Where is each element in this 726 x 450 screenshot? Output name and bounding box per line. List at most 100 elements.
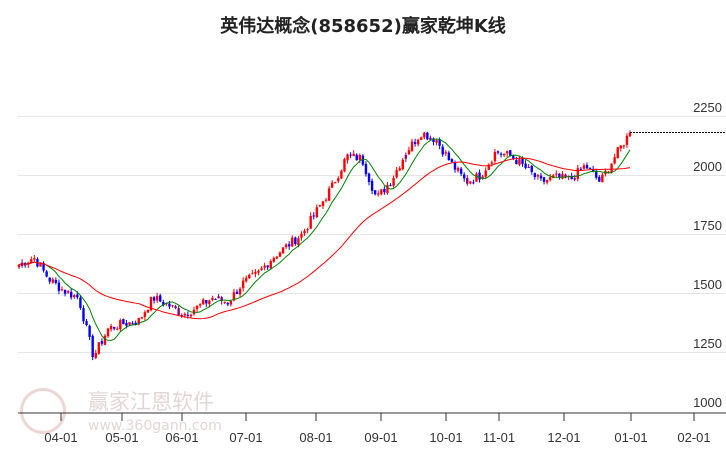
candle-body bbox=[536, 175, 540, 177]
candle-body bbox=[389, 185, 392, 187]
candle-body bbox=[73, 295, 76, 297]
candle-body bbox=[76, 294, 79, 298]
candle-body bbox=[588, 167, 592, 169]
candle-body bbox=[386, 184, 389, 194]
candle-body bbox=[527, 166, 530, 168]
candle-body bbox=[116, 328, 119, 330]
x-tick-label: 06-01 bbox=[165, 430, 198, 445]
candle-body bbox=[509, 150, 512, 156]
candle-body bbox=[321, 201, 325, 206]
x-tick-label: 11-01 bbox=[483, 430, 515, 445]
ma-short-line bbox=[18, 138, 631, 341]
candle-body bbox=[533, 173, 537, 177]
candle-body bbox=[155, 296, 159, 301]
candle-body bbox=[573, 178, 576, 180]
candle-body bbox=[530, 165, 533, 173]
candle-body bbox=[223, 302, 226, 304]
candle-body bbox=[481, 176, 484, 179]
candle-body bbox=[100, 341, 104, 344]
candle-body bbox=[487, 164, 490, 170]
candle-body bbox=[395, 170, 398, 178]
x-tick-label: 12-01 bbox=[547, 430, 580, 445]
candle-body bbox=[380, 189, 383, 195]
candle-body bbox=[79, 297, 82, 308]
candle-body bbox=[496, 151, 500, 153]
candle-body bbox=[69, 291, 73, 298]
candle-body bbox=[570, 176, 573, 180]
candle-body bbox=[377, 193, 380, 195]
candle-body bbox=[383, 188, 386, 193]
candle-body bbox=[88, 325, 91, 337]
candle-body bbox=[162, 301, 165, 306]
candle-body bbox=[217, 296, 220, 299]
candle-body bbox=[106, 328, 110, 337]
candle-body bbox=[484, 170, 487, 177]
candle-body bbox=[103, 335, 107, 345]
candle-body bbox=[463, 174, 466, 179]
candle-body bbox=[94, 352, 97, 359]
candle-body bbox=[275, 256, 279, 259]
candle-body bbox=[278, 252, 282, 257]
candle-body bbox=[352, 153, 355, 157]
candle-body bbox=[39, 263, 42, 267]
watermark-brand: 赢家江恩软件 bbox=[88, 390, 214, 414]
candle-body bbox=[45, 271, 48, 277]
candle-body bbox=[558, 173, 561, 178]
y-tick-label: 1750 bbox=[693, 218, 722, 233]
candle-body bbox=[607, 171, 610, 173]
candle-body bbox=[174, 306, 177, 309]
candle-body bbox=[208, 300, 211, 305]
candle-body bbox=[478, 172, 481, 180]
candle-body bbox=[51, 279, 54, 283]
candle-body bbox=[410, 141, 414, 152]
candle-body bbox=[490, 162, 494, 164]
candle-body bbox=[561, 173, 564, 179]
candle-body bbox=[598, 176, 601, 182]
candle-body bbox=[625, 135, 629, 145]
candle-body bbox=[469, 181, 472, 184]
candle-body bbox=[131, 323, 134, 325]
candle-body bbox=[63, 289, 67, 294]
candle-body bbox=[330, 182, 334, 188]
y-tick-label: 1250 bbox=[693, 336, 722, 351]
candle-body bbox=[97, 342, 101, 354]
candle-body bbox=[309, 215, 312, 229]
candle-body bbox=[472, 182, 475, 184]
candle-body bbox=[582, 165, 586, 169]
candle-body bbox=[601, 174, 604, 183]
candle-body bbox=[392, 177, 395, 186]
candle-body bbox=[303, 230, 306, 234]
candle-body bbox=[143, 312, 147, 317]
candle-body bbox=[42, 262, 45, 271]
candle-body bbox=[435, 140, 438, 143]
candle-body bbox=[355, 154, 358, 161]
candle-body bbox=[475, 173, 478, 182]
candle-body bbox=[260, 268, 263, 270]
candle-body bbox=[315, 207, 319, 218]
candle-body bbox=[297, 238, 300, 245]
candle-body bbox=[456, 167, 460, 171]
candle-body bbox=[254, 271, 257, 274]
candle-body bbox=[269, 261, 272, 269]
candle-body bbox=[619, 145, 622, 149]
candle-body bbox=[272, 257, 276, 262]
y-tick-label: 2000 bbox=[693, 159, 722, 174]
candle-body bbox=[20, 262, 24, 266]
candle-body bbox=[450, 159, 454, 162]
candle-body bbox=[539, 175, 543, 179]
watermark-seal bbox=[20, 388, 66, 434]
candle-body bbox=[198, 304, 202, 306]
candle-body bbox=[585, 165, 589, 169]
candle-body bbox=[122, 319, 125, 325]
candle-body bbox=[202, 299, 205, 305]
candle-body bbox=[17, 264, 21, 268]
candle-body bbox=[125, 323, 128, 326]
candle-body bbox=[429, 137, 432, 140]
candle-body bbox=[542, 177, 546, 182]
candle-body bbox=[616, 147, 619, 159]
candle-body bbox=[555, 173, 558, 175]
candle-body bbox=[48, 277, 51, 282]
candle-body bbox=[579, 168, 583, 170]
candle-body bbox=[82, 308, 85, 322]
candle-body bbox=[432, 138, 435, 142]
